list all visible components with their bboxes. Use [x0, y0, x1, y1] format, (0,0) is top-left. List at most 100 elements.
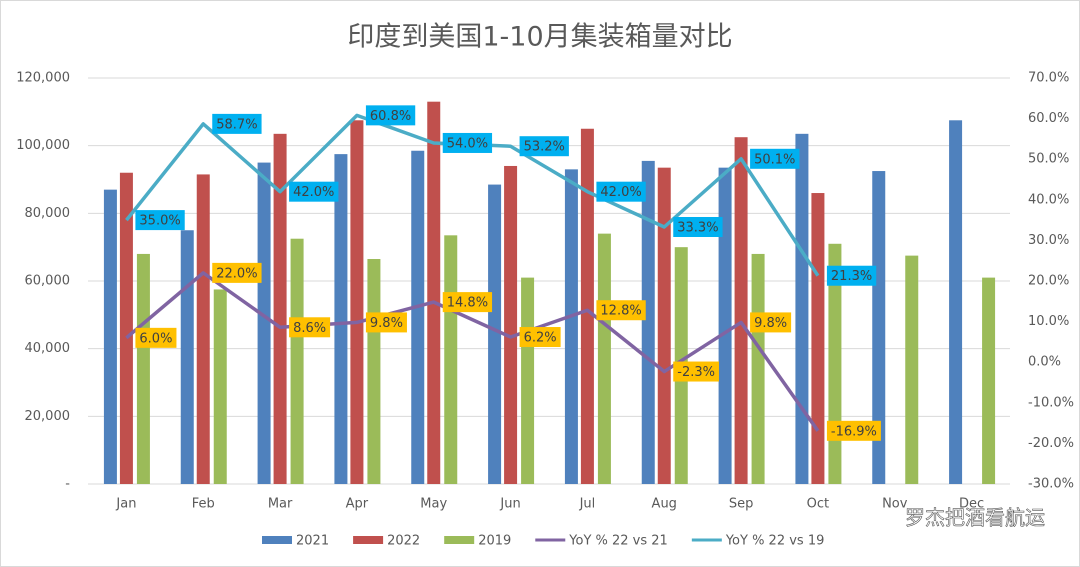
- data-label-box: [596, 300, 646, 321]
- data-label-box: [442, 292, 493, 313]
- data-label: 6.2%: [519, 327, 561, 348]
- y-tick-label: -: [65, 477, 70, 492]
- x-tick-label: Jul: [579, 497, 596, 512]
- data-label: 35.0%: [135, 210, 185, 231]
- data-label: 53.2%: [519, 136, 569, 157]
- data-label-box: [212, 262, 262, 283]
- bar: [257, 162, 271, 485]
- y-tick-label: 100,000: [16, 138, 70, 153]
- bar: [982, 277, 996, 484]
- x-tick-label: Sep: [729, 497, 754, 512]
- bar: [273, 133, 287, 484]
- data-label-box: [519, 327, 561, 348]
- bar: [136, 253, 150, 484]
- bar: [504, 165, 518, 484]
- data-label-box: [750, 148, 800, 169]
- y2-tick-label: -10.0%: [1028, 395, 1074, 410]
- y-tick-label: 80,000: [25, 206, 71, 221]
- x-tick-label: Aug: [652, 497, 677, 512]
- watermark: 罗杰把酒看航运: [905, 506, 1045, 530]
- data-label-text: 35.0%: [139, 214, 180, 229]
- x-tick-label: Apr: [346, 497, 369, 512]
- data-label-text: 6.0%: [139, 331, 172, 346]
- legend-label: 2022: [387, 534, 420, 549]
- bar: [795, 133, 809, 484]
- data-label-box: [750, 312, 792, 333]
- data-label-box: [673, 361, 719, 382]
- y2-tick-label: 60.0%: [1028, 111, 1069, 126]
- line-series: [125, 271, 820, 432]
- data-label-box: [826, 265, 877, 286]
- data-label-box: [289, 317, 331, 338]
- x-tick-label: Feb: [192, 497, 215, 512]
- y-tick-label: 120,000: [16, 71, 70, 86]
- data-label-text: 42.0%: [600, 185, 641, 200]
- y2-tick-label: 70.0%: [1028, 71, 1069, 86]
- bar: [411, 150, 425, 484]
- bar: [196, 174, 210, 485]
- data-label-text: -16.9%: [831, 424, 877, 439]
- bar: [427, 101, 441, 484]
- bar: [905, 255, 919, 484]
- legend-label: YoY % 22 vs 19: [725, 534, 825, 549]
- legend-label: YoY % 22 vs 21: [568, 534, 668, 549]
- y2-tick-label: 0.0%: [1028, 355, 1061, 370]
- data-label-box: [442, 132, 493, 153]
- bar: [597, 233, 611, 484]
- data-label-box: [673, 217, 723, 238]
- legend-swatch: [444, 536, 475, 544]
- data-label-text: 21.3%: [831, 269, 872, 284]
- data-label: 60.8%: [365, 105, 416, 126]
- bar: [949, 120, 963, 485]
- bar: [488, 184, 502, 484]
- data-label-box: [519, 136, 569, 157]
- data-label-text: 9.8%: [754, 316, 787, 331]
- legend: 2021 2022 2019 YoY % 22 vs 21 YoY % 22 vs 19: [262, 534, 824, 549]
- data-label: -2.3%: [673, 361, 719, 382]
- data-label-text: 53.2%: [524, 140, 565, 155]
- y2-tick-label: -20.0%: [1028, 436, 1074, 451]
- bar: [444, 235, 458, 484]
- data-label: 58.7%: [212, 113, 262, 134]
- x-tick-label: Jun: [499, 497, 520, 512]
- data-label: 50.1%: [750, 148, 800, 169]
- bar: [580, 128, 594, 484]
- x-tick-label: Mar: [268, 497, 293, 512]
- bar: [521, 277, 535, 484]
- data-label-box: [289, 181, 339, 202]
- bar: [103, 189, 117, 484]
- bar: [180, 230, 194, 484]
- data-label-text: 33.3%: [677, 221, 718, 236]
- data-label: 42.0%: [289, 181, 339, 202]
- bar: [367, 259, 381, 484]
- bar: [751, 253, 765, 484]
- data-label: 22.0%: [212, 262, 262, 283]
- data-label-text: 54.0%: [447, 136, 488, 151]
- legend-swatch: [353, 536, 384, 544]
- x-tick-label: Dec: [959, 497, 984, 512]
- data-label-box: [212, 113, 262, 134]
- bar: [641, 160, 655, 484]
- data-label: 42.0%: [596, 181, 646, 202]
- y2-tick-label: 40.0%: [1028, 192, 1069, 207]
- data-label: 8.6%: [289, 317, 331, 338]
- data-label-box: [365, 312, 407, 333]
- data-label-text: -2.3%: [677, 365, 715, 380]
- bar: [872, 171, 886, 484]
- bar: [334, 154, 348, 484]
- y2-tick-label: 20.0%: [1028, 274, 1069, 289]
- legend-label: 2019: [478, 534, 511, 549]
- data-label-text: 8.6%: [293, 321, 326, 336]
- y-tick-label: 40,000: [25, 341, 71, 356]
- data-label: 6.0%: [135, 327, 177, 348]
- data-label-text: 12.8%: [600, 304, 641, 319]
- bar: [350, 120, 364, 485]
- y2-tick-label: -30.0%: [1028, 477, 1074, 492]
- bar: [119, 172, 133, 484]
- bar: [657, 167, 671, 485]
- y-tick-label: 20,000: [25, 409, 71, 424]
- data-label-box: [826, 420, 881, 441]
- bar: [811, 193, 825, 485]
